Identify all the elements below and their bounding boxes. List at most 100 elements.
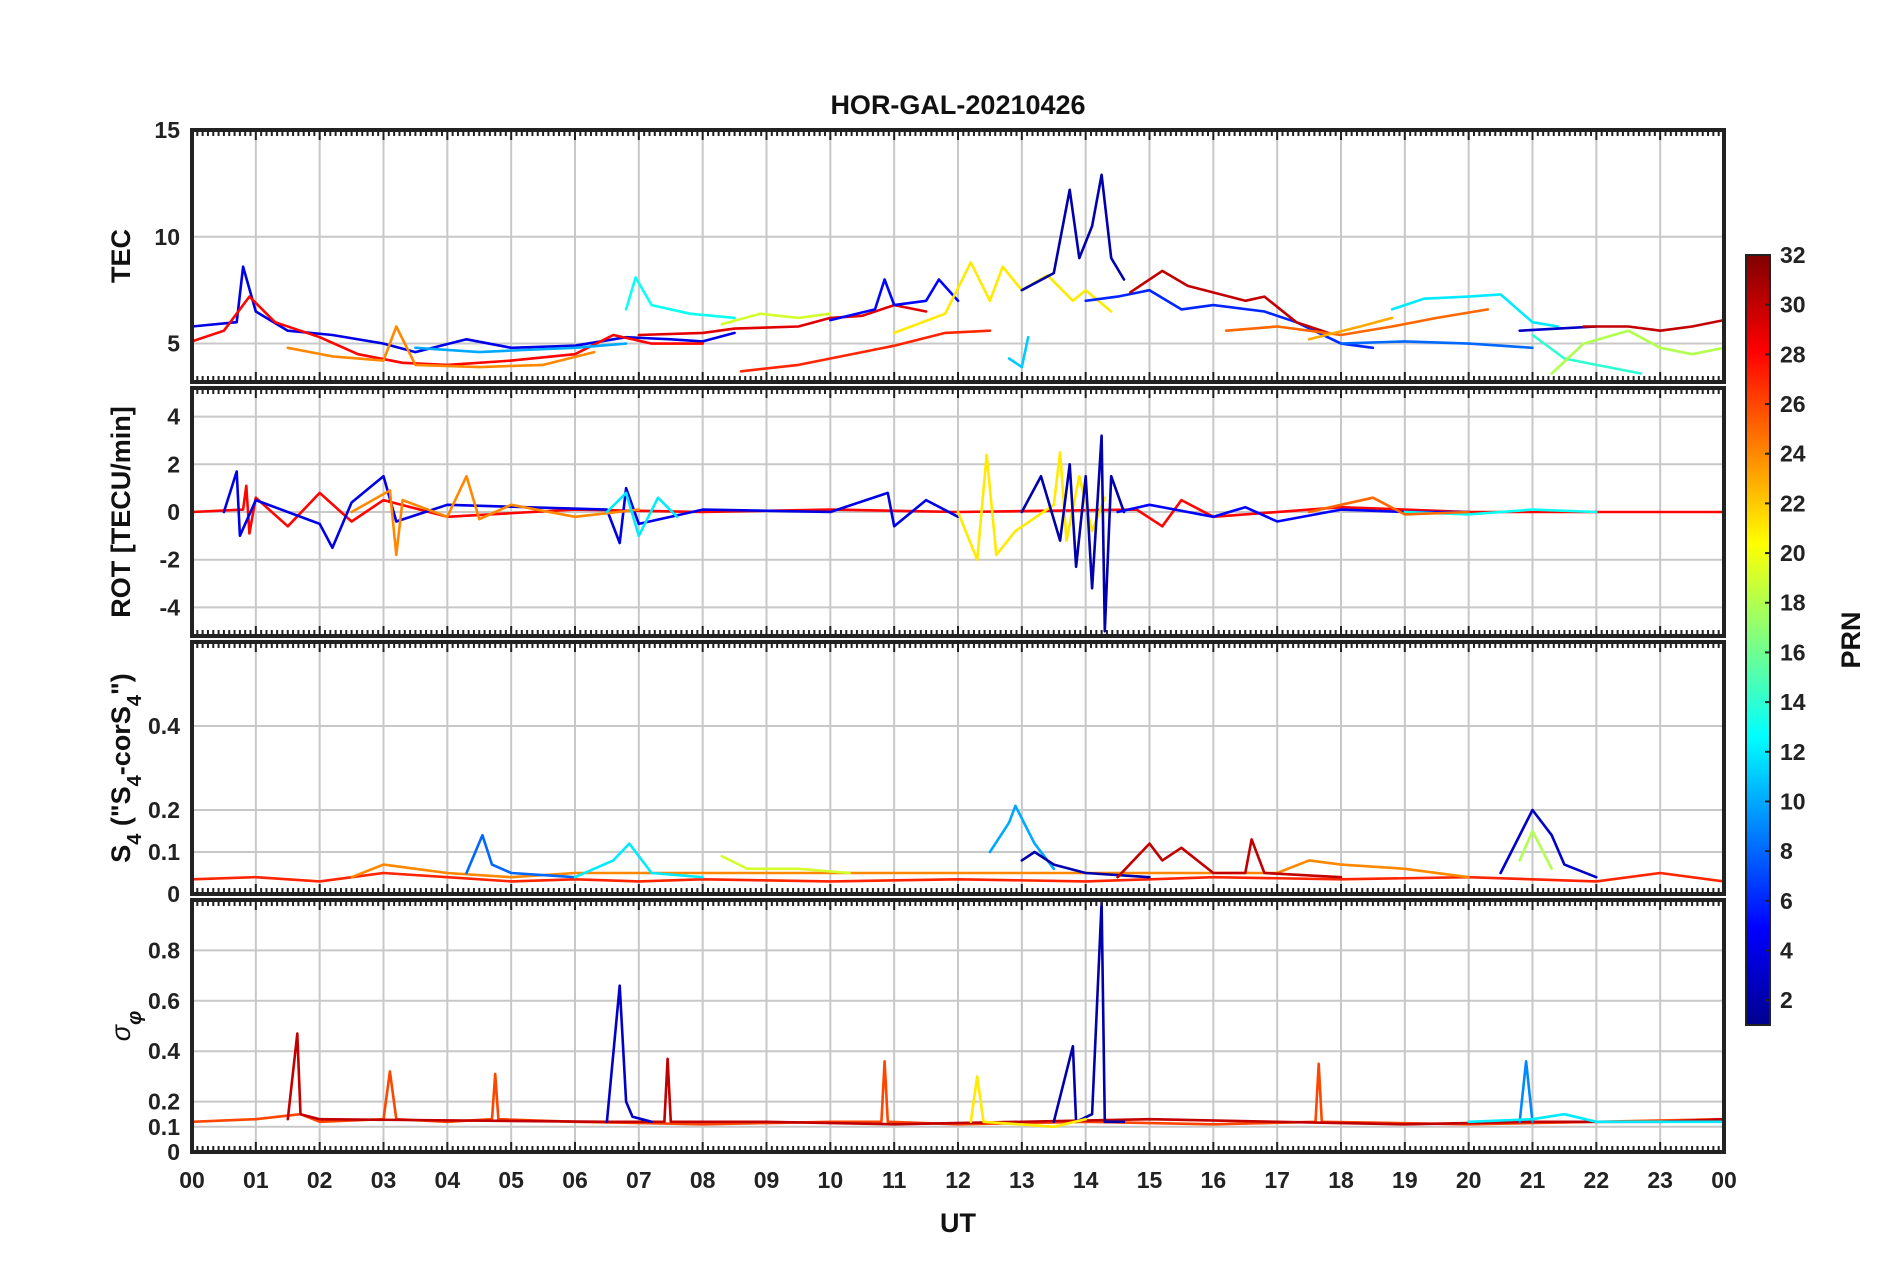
y-tick-label: 0	[167, 881, 180, 907]
colorbar-tick-label: 8	[1780, 838, 1793, 864]
y-tick-label: 0.4	[148, 1038, 180, 1064]
series-prn-8	[465, 833, 577, 879]
y-tick-label: 15	[154, 117, 180, 143]
series-prn-24	[286, 325, 596, 369]
y-tick-label: 0.6	[148, 988, 180, 1014]
colorbar-scale	[1745, 254, 1771, 1026]
y-tick-label: 0.2	[148, 1089, 180, 1115]
series-prn-12	[573, 842, 704, 879]
x-tick-label: 03	[371, 1167, 397, 1193]
x-tick-label: 18	[1328, 1167, 1354, 1193]
x-tick-label: 15	[1137, 1167, 1163, 1193]
x-tick-label: 04	[435, 1167, 461, 1193]
x-tick-label: 07	[626, 1167, 652, 1193]
x-axis-label: UT	[940, 1208, 976, 1238]
series-prn-27	[192, 871, 1724, 883]
x-tick-label: 19	[1392, 1167, 1418, 1193]
series-prn-6	[1084, 288, 1375, 350]
tick-marks	[191, 900, 1725, 1152]
x-tick-label: 05	[498, 1167, 524, 1193]
series-prn-10	[988, 804, 1056, 871]
series-prn-12	[605, 491, 679, 538]
series-prn-2	[1020, 173, 1126, 292]
y-axis-label-sigma: σφ	[106, 1011, 146, 1041]
colorbar-tick-label: 28	[1780, 341, 1806, 367]
y-tick-label: 0.1	[148, 1114, 180, 1140]
series-group	[192, 901, 1724, 1129]
series-prn-8	[1339, 340, 1534, 350]
panel-tec: 5 10 15 TEC	[106, 117, 1726, 384]
x-tick-label: 09	[754, 1167, 780, 1193]
y-tick-label: -4	[160, 594, 181, 620]
tick-marks	[191, 130, 1725, 382]
colorbar-tick-label: 16	[1780, 639, 1806, 665]
series-prn-21	[892, 261, 1113, 335]
series-prn-5	[1116, 503, 1470, 523]
colorbar-tick-label: 6	[1780, 888, 1793, 914]
colorbar-label: PRN	[1836, 611, 1866, 668]
series-prn-19	[720, 854, 851, 875]
y-axis-label-s4: S4 ("S4-corS4")	[106, 673, 146, 863]
colorbar-tick-label: 30	[1780, 292, 1806, 318]
x-tick-label: 08	[690, 1167, 716, 1193]
colorbar-tick-label: 10	[1780, 788, 1806, 814]
x-tick-label: 20	[1456, 1167, 1482, 1193]
x-tick-labels: 00 01 02 03 04 05 06 07 08 09 10 11 12 13 14 15 16 17 18 19…	[179, 1167, 1737, 1193]
series-prn-10	[414, 342, 628, 354]
series-prn-2	[1052, 901, 1126, 1124]
series-group	[192, 804, 1724, 883]
series-prn-23	[1307, 316, 1394, 341]
series-prn-25	[1307, 496, 1470, 516]
x-tick-label: 13	[1009, 1167, 1035, 1193]
series-prn-24	[350, 859, 1470, 879]
x-tick-label: 00	[179, 1167, 205, 1193]
y-tick-label: 0	[167, 1139, 180, 1165]
x-tick-label: 02	[307, 1167, 333, 1193]
y-tick-label: 0.8	[148, 937, 180, 963]
y-tick-label: 0	[167, 499, 180, 525]
y-tick-label: 10	[154, 224, 180, 250]
series-group	[192, 173, 1724, 375]
y-axis-label-rot: ROT [TECU/min]	[106, 406, 136, 617]
tick-marks	[191, 388, 1725, 636]
tick-marks	[191, 642, 1725, 894]
chart-title: HOR-GAL-20210426	[830, 90, 1085, 120]
series-prn-30	[286, 1032, 1724, 1126]
y-tick-label: 2	[167, 451, 180, 477]
colorbar-tick-label: 22	[1780, 490, 1806, 516]
series-prn-25	[1224, 308, 1490, 337]
series-prn-14	[1531, 333, 1643, 375]
colorbar-tick-label: 20	[1780, 540, 1806, 566]
series-prn-9	[1518, 1060, 1534, 1124]
panel-rot: -4 -2 0 2 4 ROT [TECU/min]	[106, 386, 1726, 638]
series-prn-11	[1007, 335, 1030, 369]
series-prn-24	[350, 474, 641, 557]
series-prn-4	[192, 265, 736, 354]
colorbar-tick-label: 24	[1780, 441, 1806, 467]
x-tick-label: 23	[1647, 1167, 1673, 1193]
x-tick-label: 01	[243, 1167, 269, 1193]
series-prn-30	[1116, 838, 1343, 879]
panel-s4: 0 0.1 0.2 0.4S4 ("S4-corS4")	[106, 640, 1726, 907]
x-tick-label: 11	[882, 1167, 907, 1193]
y-tick-label: 0.2	[148, 797, 180, 823]
series-prn-29	[637, 303, 928, 337]
x-tick-label: 06	[562, 1167, 588, 1193]
x-tick-label: 16	[1201, 1167, 1227, 1193]
y-tick-label: 4	[167, 404, 180, 430]
series-prn-27	[739, 329, 992, 373]
x-tick-label: 12	[945, 1167, 971, 1193]
colorbar-tick-label: 12	[1780, 739, 1806, 765]
series-prn-28	[192, 295, 704, 367]
series-prn-18	[1518, 829, 1553, 871]
series-prn-3	[605, 984, 653, 1124]
series-prn-5	[829, 278, 960, 322]
x-tick-label: 22	[1584, 1167, 1610, 1193]
series-prn-13	[624, 276, 736, 320]
series-group	[192, 434, 1724, 633]
colorbar-tick-label: 18	[1780, 590, 1806, 616]
y-axis-label-tec: TEC	[106, 229, 136, 283]
